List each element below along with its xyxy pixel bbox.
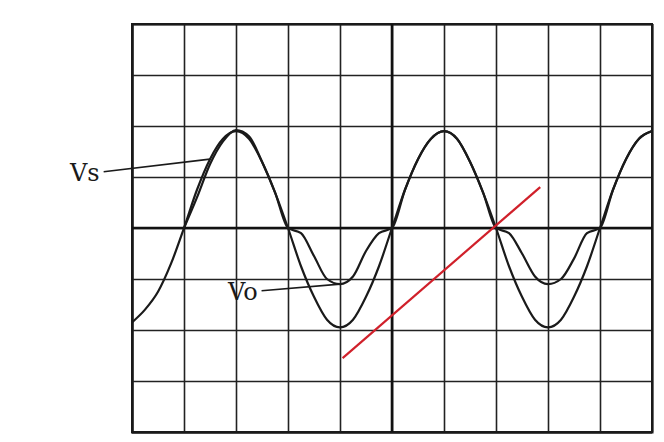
trace-line [184,130,652,284]
leader-line [104,159,210,172]
x-axis-line [133,24,653,433]
plot-background [132,24,652,432]
series-label: Vs [69,159,100,187]
plot [132,24,653,433]
plot-frame [132,24,652,432]
chart: Vs Vo [0,0,664,442]
series-label: Vo [227,278,258,306]
y-axis [132,25,652,433]
leader-line [262,284,340,291]
trace-line [343,187,541,358]
traces [132,130,652,358]
y-axis-line [133,25,653,433]
x-axis [133,24,653,433]
annotations: Vs Vo [69,159,340,306]
